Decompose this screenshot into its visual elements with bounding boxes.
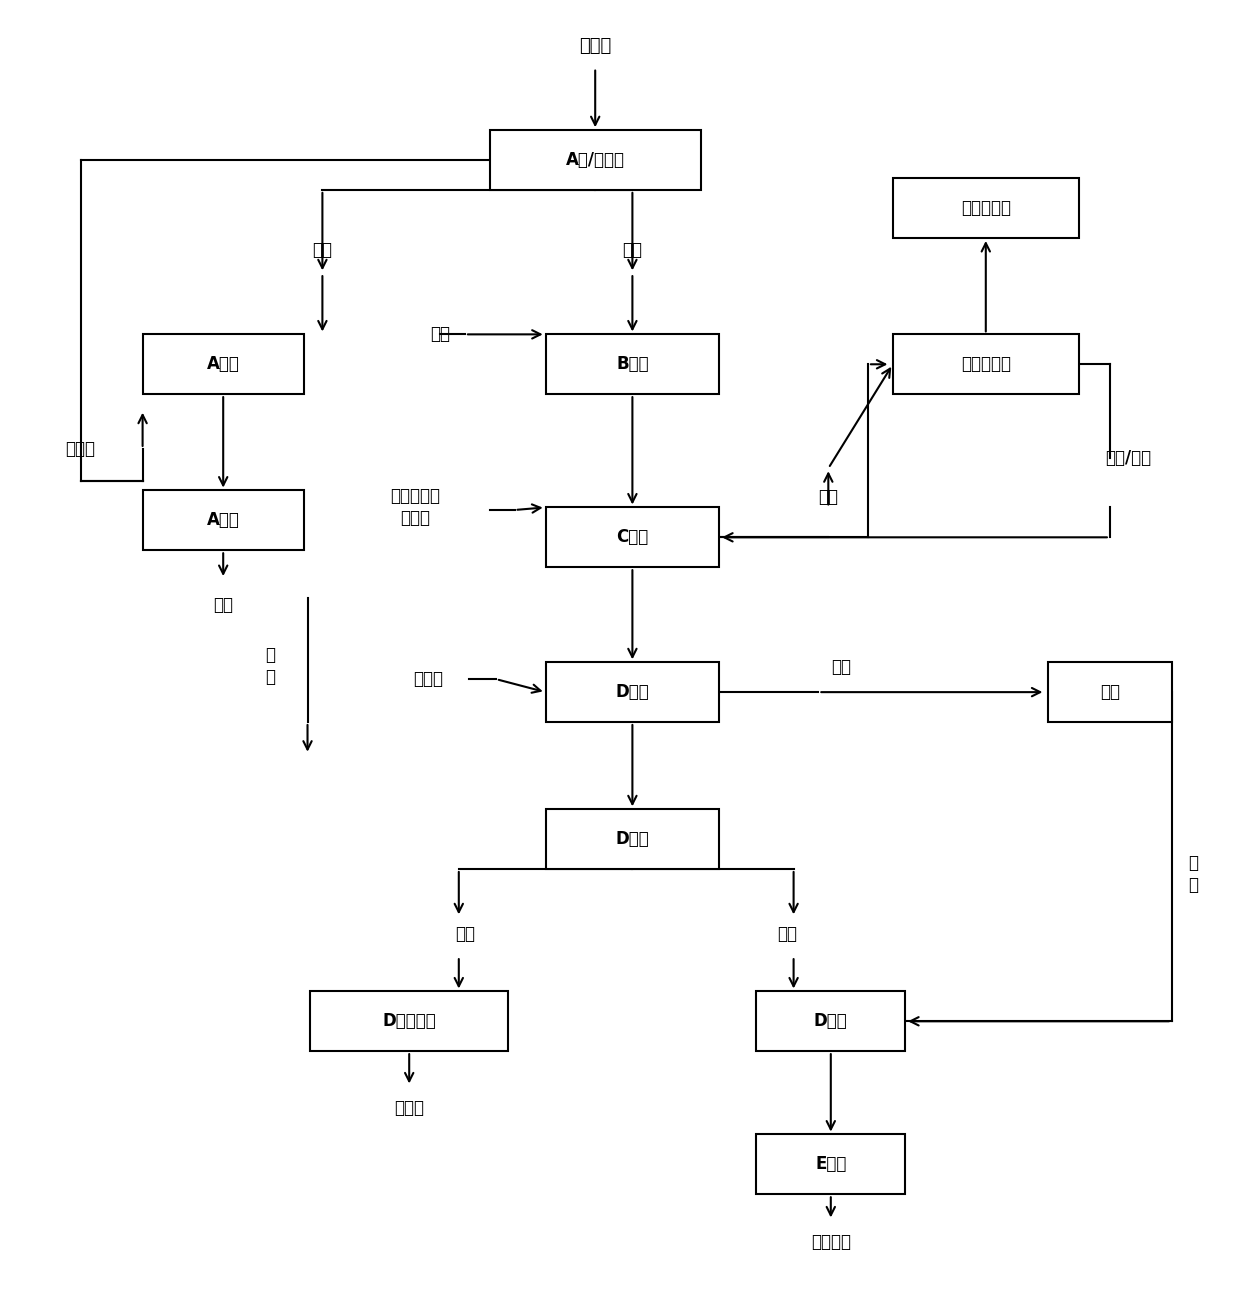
- FancyBboxPatch shape: [143, 334, 304, 394]
- Text: 检测、排空: 检测、排空: [961, 199, 1011, 217]
- Text: 滤渣: 滤渣: [777, 925, 797, 943]
- Text: 滤液: 滤液: [455, 925, 475, 943]
- Text: E干燥: E干燥: [815, 1155, 847, 1174]
- FancyBboxPatch shape: [546, 334, 719, 394]
- Text: A重熔: A重熔: [207, 355, 239, 373]
- Text: 铝渣: 铝渣: [312, 241, 332, 259]
- Text: D过滤: D过滤: [615, 830, 650, 848]
- Text: 蒸
汽: 蒸 汽: [265, 647, 275, 686]
- FancyBboxPatch shape: [756, 1134, 905, 1194]
- FancyBboxPatch shape: [1048, 662, 1172, 722]
- FancyBboxPatch shape: [490, 130, 701, 190]
- FancyBboxPatch shape: [893, 178, 1079, 238]
- Text: B调浆: B调浆: [616, 355, 649, 373]
- FancyBboxPatch shape: [143, 490, 304, 550]
- FancyBboxPatch shape: [310, 991, 508, 1051]
- Text: A浇铸: A浇铸: [207, 511, 239, 530]
- Text: 铝锭: 铝锭: [213, 596, 233, 614]
- FancyBboxPatch shape: [546, 507, 719, 567]
- Text: 益流: 益流: [831, 658, 851, 677]
- FancyBboxPatch shape: [546, 662, 719, 722]
- Text: 表面活性剂
促进剂: 表面活性剂 促进剂: [391, 488, 440, 527]
- FancyBboxPatch shape: [546, 809, 719, 869]
- Text: A铝/灰分离: A铝/灰分离: [565, 151, 625, 169]
- Text: 铝灰渣: 铝灰渣: [579, 36, 611, 55]
- Text: C脱氨: C脱氨: [616, 528, 649, 546]
- Text: 废氨铝灰: 废氨铝灰: [811, 1233, 851, 1252]
- Text: 洗
液: 洗 液: [1188, 855, 1198, 894]
- Text: 铝灰: 铝灰: [622, 241, 642, 259]
- FancyBboxPatch shape: [893, 334, 1079, 394]
- Text: 铝灰渣: 铝灰渣: [66, 440, 95, 458]
- Text: 尾气: 尾气: [818, 488, 838, 506]
- Text: 分离与吸收: 分离与吸收: [961, 355, 1011, 373]
- Text: 冷水: 冷水: [430, 325, 450, 343]
- Text: D洗涤: D洗涤: [813, 1012, 848, 1030]
- Text: D蒸发结晶: D蒸发结晶: [382, 1012, 436, 1030]
- FancyBboxPatch shape: [756, 991, 905, 1051]
- Text: 絮凝剂: 絮凝剂: [413, 670, 443, 688]
- Text: 预热: 预热: [1100, 683, 1120, 701]
- Text: D沉降: D沉降: [615, 683, 650, 701]
- Text: 氯化盐: 氯化盐: [394, 1099, 424, 1118]
- Text: 氨水/铵盐: 氨水/铵盐: [1105, 449, 1152, 467]
